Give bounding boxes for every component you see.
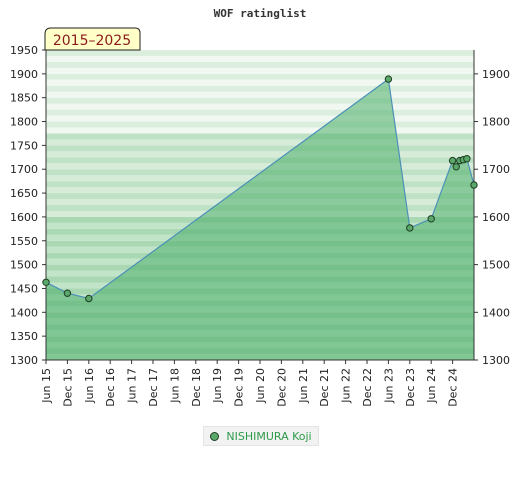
bg-band xyxy=(46,121,474,128)
x-tick-label: Jun 23 xyxy=(382,368,395,404)
bg-band xyxy=(46,127,474,134)
x-tick-label: Dec 17 xyxy=(147,368,160,407)
data-point xyxy=(463,155,471,163)
bg-band xyxy=(46,109,474,116)
chart-title: WOF ratinglist xyxy=(214,7,307,20)
x-tick-label: Dec 19 xyxy=(233,368,246,407)
bg-band xyxy=(46,85,474,92)
period-badge-label: 2015–2025 xyxy=(53,33,131,49)
bg-band xyxy=(46,151,474,158)
y-tick-right-label: 1300 xyxy=(482,354,510,367)
period-badge: 2015–2025 xyxy=(44,27,141,51)
legend-marker xyxy=(210,431,220,441)
bg-band xyxy=(46,67,474,74)
y-tick-right-label: 1500 xyxy=(482,259,510,272)
y-tick-right-label: 1700 xyxy=(482,163,510,176)
bg-band xyxy=(46,145,474,152)
bg-band xyxy=(46,169,474,176)
bg-band xyxy=(46,133,474,140)
x-tick-label: Dec 15 xyxy=(61,368,74,407)
y-tick-left-label: 1400 xyxy=(10,306,38,319)
y-tick-left-label: 1750 xyxy=(10,139,38,152)
x-tick-label: Dec 16 xyxy=(104,368,117,407)
bg-band xyxy=(46,115,474,122)
y-tick-left-label: 1700 xyxy=(10,163,38,176)
y-tick-left-label: 1450 xyxy=(10,282,38,295)
x-tick-label: Dec 24 xyxy=(447,368,460,407)
y-tick-left-label: 1650 xyxy=(10,187,38,200)
data-point xyxy=(427,215,435,223)
y-axis-ticks: 1950 1900 1850 1800 1750 1700 1650 1600 1550 1500… xyxy=(10,44,510,367)
x-tick-label: Jun 24 xyxy=(425,368,438,404)
bg-band xyxy=(46,139,474,146)
bg-band xyxy=(46,103,474,110)
y-tick-left-label: 1300 xyxy=(10,354,38,367)
x-tick-label: Jun 15 xyxy=(40,368,53,404)
y-tick-right-label: 1600 xyxy=(482,211,510,224)
x-tick-label: Jun 19 xyxy=(211,368,224,404)
y-tick-left-label: 1500 xyxy=(10,259,38,272)
y-tick-right-label: 1400 xyxy=(482,306,510,319)
data-point xyxy=(63,289,72,297)
bg-band xyxy=(46,157,474,164)
bg-band xyxy=(46,55,474,62)
x-tick-label: Jun 18 xyxy=(168,368,181,404)
x-tick-label: Jun 17 xyxy=(126,368,139,404)
data-point xyxy=(470,181,478,189)
x-tick-label: Jun 16 xyxy=(83,368,96,404)
data-points xyxy=(42,75,478,303)
y-tick-right-label: 1900 xyxy=(482,68,510,81)
x-tick-label: Dec 22 xyxy=(361,368,374,407)
bg-band xyxy=(46,61,474,68)
y-tick-left-label: 1550 xyxy=(10,235,38,248)
rating-area xyxy=(46,79,474,360)
bg-band xyxy=(46,91,474,98)
bg-band xyxy=(46,50,474,56)
data-point xyxy=(452,163,460,171)
x-axis-ticks: Jun 15 Dec 15 Jun 16 Dec 16 Jun 17 Dec 17 Jun … xyxy=(40,360,460,407)
y-tick-right-label: 1800 xyxy=(482,116,510,129)
y-tick-left-label: 1800 xyxy=(10,116,38,129)
y-tick-left-label: 1950 xyxy=(10,44,38,57)
bg-band xyxy=(46,97,474,104)
x-tick-label: Dec 18 xyxy=(190,368,203,407)
legend-series-name: NISHIMURA Koji xyxy=(226,429,312,443)
legend: NISHIMURA Koji xyxy=(203,426,319,446)
x-tick-label: Dec 20 xyxy=(275,368,288,407)
bg-band xyxy=(46,73,474,80)
y-tick-left-label: 1900 xyxy=(10,68,38,81)
x-tick-label: Dec 23 xyxy=(404,368,417,407)
data-point xyxy=(42,278,50,286)
bg-band xyxy=(46,79,474,86)
y-tick-left-label: 1850 xyxy=(10,92,38,105)
data-point xyxy=(85,294,93,303)
data-point xyxy=(406,224,414,232)
bg-band xyxy=(46,163,474,170)
data-point xyxy=(448,156,457,165)
x-tick-label: Jun 20 xyxy=(254,368,267,404)
y-tick-left-label: 1600 xyxy=(10,211,38,224)
data-point xyxy=(384,75,393,83)
x-tick-label: Dec 21 xyxy=(318,368,331,407)
y-tick-left-label: 1350 xyxy=(10,330,38,343)
x-tick-label: Jun 21 xyxy=(297,368,310,404)
x-tick-label: Jun 22 xyxy=(340,368,353,404)
